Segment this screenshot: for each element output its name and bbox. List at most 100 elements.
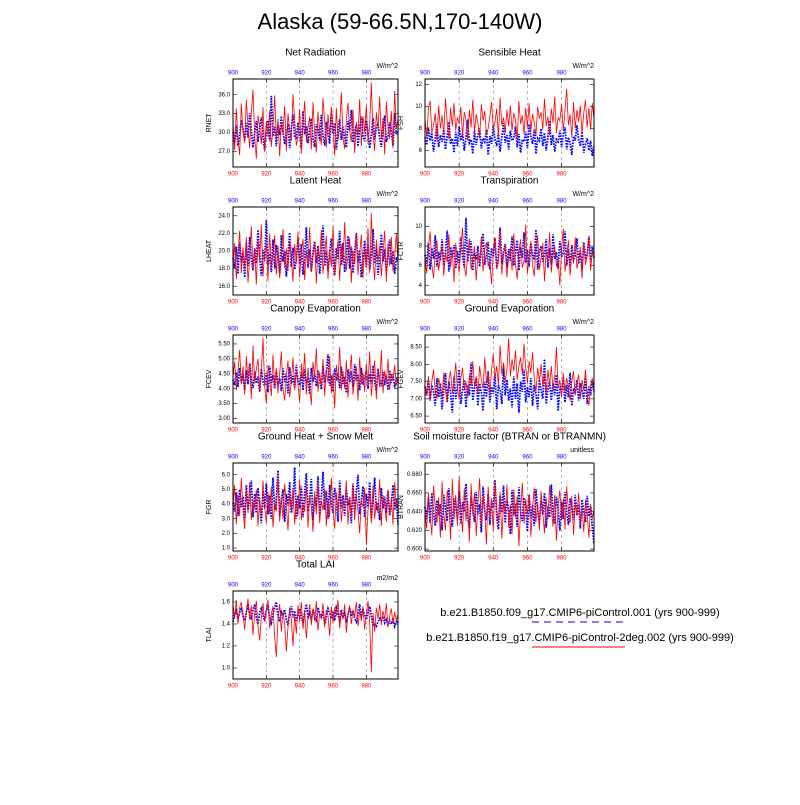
x2-tick-label: 900 xyxy=(228,199,239,205)
y-tick-label: 22.0 xyxy=(218,231,230,237)
x2-tick-label: 920 xyxy=(261,71,272,77)
legend-label: b.e21.B1850.f09_g17.CMIP6-piControl.001 … xyxy=(440,607,719,619)
y-tick-label: 5.50 xyxy=(218,342,230,348)
panel-title: Total LAI xyxy=(296,560,335,571)
x2-tick-label: 960 xyxy=(328,71,339,77)
units-label: W/m^2 xyxy=(376,191,398,198)
y-tick-label: 6 xyxy=(419,148,423,154)
plot-frame xyxy=(232,590,399,680)
y-tick-label: 8.00 xyxy=(410,362,422,368)
x2-tick-label: 920 xyxy=(454,327,465,333)
panel-title: Soil moisture factor (BTRAN or BTRANMN) xyxy=(413,432,606,443)
series-line xyxy=(232,82,399,159)
x2-tick-label: 900 xyxy=(228,455,239,461)
y-tick-label: 4.00 xyxy=(218,386,230,392)
panel-title: Sensible Heat xyxy=(478,48,540,59)
x-tick-label: 920 xyxy=(261,172,272,178)
x2-tick-label: 960 xyxy=(522,455,533,461)
x-tick-label: 920 xyxy=(261,684,272,690)
x2-tick-label: 900 xyxy=(228,71,239,77)
y-axis-label: FSH xyxy=(398,116,405,130)
panel-title: Net Radiation xyxy=(285,48,346,59)
legend-label: b.e21.B1850.f19_g17.CMIP6-piControl-2deg… xyxy=(426,632,734,644)
x-tick-label: 980 xyxy=(557,172,568,178)
x-tick-label: 940 xyxy=(488,556,499,562)
x-tick-label: 960 xyxy=(328,556,339,562)
x2-tick-label: 940 xyxy=(295,583,306,589)
y-tick-label: 18.0 xyxy=(218,266,230,272)
y-tick-label: 6.0 xyxy=(222,472,231,478)
x-tick-label: 900 xyxy=(420,300,431,306)
x-tick-label: 980 xyxy=(557,556,568,562)
x-tick-label: 900 xyxy=(420,172,431,178)
x2-tick-label: 960 xyxy=(328,455,339,461)
x-tick-label: 960 xyxy=(522,556,533,562)
x-tick-label: 940 xyxy=(488,300,499,306)
series-line xyxy=(424,224,595,286)
x-tick-label: 920 xyxy=(454,428,465,434)
x2-tick-label: 920 xyxy=(261,199,272,205)
plot-frame xyxy=(232,462,399,552)
y-tick-label: 6 xyxy=(419,263,423,269)
y-axis-label: RNET xyxy=(206,113,213,133)
series-line xyxy=(232,95,399,151)
series-line xyxy=(424,476,595,547)
x-tick-label: 980 xyxy=(557,428,568,434)
y-axis-label: FGEV xyxy=(398,369,405,388)
y-tick-label: 10 xyxy=(415,224,422,230)
series-line xyxy=(232,598,399,673)
x-tick-label: 900 xyxy=(420,556,431,562)
y-tick-label: 1.0 xyxy=(222,546,231,552)
x-tick-label: 900 xyxy=(228,684,239,690)
panel-title: Latent Heat xyxy=(290,176,342,187)
y-tick-label: 12 xyxy=(415,82,422,88)
series-line xyxy=(232,476,399,546)
y-tick-label: 4.0 xyxy=(222,502,231,508)
plot-frame xyxy=(232,206,399,296)
x-tick-label: 940 xyxy=(295,684,306,690)
x2-tick-label: 940 xyxy=(295,455,306,461)
units-label: m2/m2 xyxy=(377,575,399,582)
y-tick-label: 20.0 xyxy=(218,249,230,255)
y-tick-label: 0.600 xyxy=(407,547,423,553)
x2-tick-label: 960 xyxy=(328,199,339,205)
x2-tick-label: 920 xyxy=(454,455,465,461)
x2-tick-label: 940 xyxy=(488,199,499,205)
series-line xyxy=(424,88,595,142)
units-label: W/m^2 xyxy=(572,191,594,198)
x2-tick-label: 980 xyxy=(557,327,568,333)
x2-tick-label: 980 xyxy=(361,71,372,77)
x-tick-label: 940 xyxy=(295,428,306,434)
y-tick-label: 1.6 xyxy=(222,600,231,606)
x-tick-label: 920 xyxy=(261,428,272,434)
y-tick-label: 10 xyxy=(415,104,422,110)
x-tick-label: 920 xyxy=(454,172,465,178)
series-line xyxy=(232,220,399,278)
y-tick-label: 0.620 xyxy=(407,528,423,534)
y-tick-label: 24.0 xyxy=(218,213,230,219)
series-line xyxy=(424,359,595,413)
x2-tick-label: 900 xyxy=(228,327,239,333)
units-label: W/m^2 xyxy=(376,63,398,70)
y-axis-label: FCEV xyxy=(206,369,213,388)
x2-tick-label: 920 xyxy=(454,71,465,77)
x-tick-label: 920 xyxy=(454,556,465,562)
x-tick-label: 980 xyxy=(361,556,372,562)
y-tick-label: 8 xyxy=(419,126,423,132)
units-label: W/m^2 xyxy=(376,319,398,326)
y-tick-label: 36.0 xyxy=(218,92,230,98)
plot-frame xyxy=(424,462,595,552)
figure-title: Alaska (59-66.5N,170-140W) xyxy=(258,9,543,34)
x-tick-label: 900 xyxy=(228,172,239,178)
y-tick-label: 6.50 xyxy=(410,414,422,420)
x-tick-label: 980 xyxy=(361,172,372,178)
series-line xyxy=(232,601,399,630)
x2-tick-label: 900 xyxy=(420,455,431,461)
x2-tick-label: 940 xyxy=(295,327,306,333)
x2-tick-label: 940 xyxy=(488,455,499,461)
x2-tick-label: 960 xyxy=(522,327,533,333)
x2-tick-label: 920 xyxy=(454,199,465,205)
x2-tick-label: 920 xyxy=(261,455,272,461)
